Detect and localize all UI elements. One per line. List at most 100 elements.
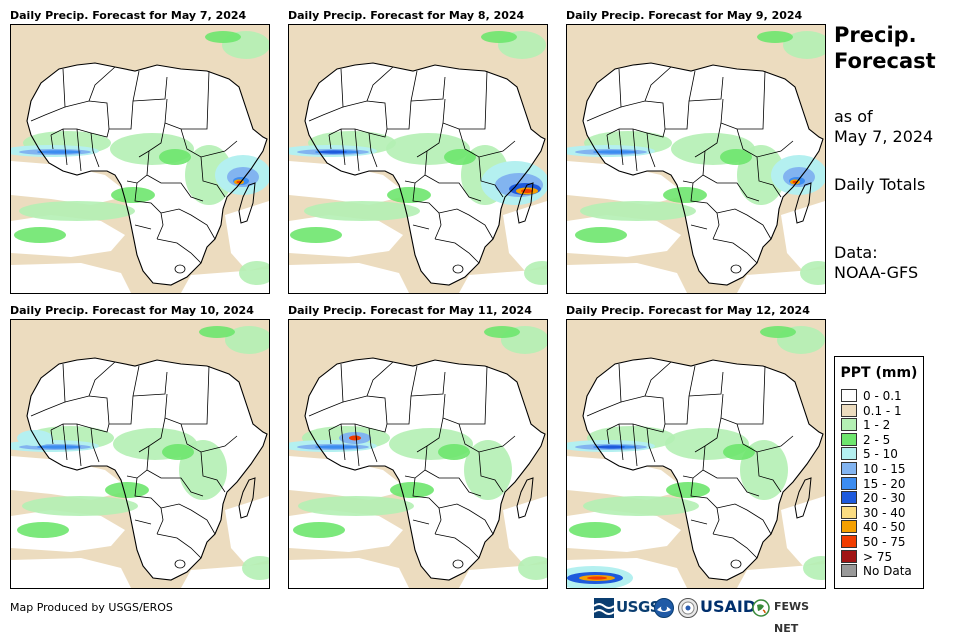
light-rain-area: [19, 201, 135, 221]
country-border: [434, 533, 480, 559]
country-border: [478, 451, 504, 493]
light-rain-area: [298, 496, 414, 516]
precip-map[interactable]: [566, 319, 826, 589]
legend-swatch: [841, 462, 857, 475]
country-border: [646, 132, 656, 168]
map-layers: [567, 320, 825, 588]
country-border: [412, 224, 430, 230]
as-of-date: May 7, 2024: [834, 127, 934, 146]
map-layers: [289, 320, 547, 588]
precip-map[interactable]: [288, 319, 548, 589]
country-border: [134, 519, 152, 525]
dry-area: [289, 558, 409, 588]
light-rain-area: [17, 522, 69, 538]
country-border: [644, 361, 672, 397]
doi-seal: [678, 596, 700, 620]
map-layers: [11, 320, 269, 588]
dry-area: [11, 456, 131, 500]
country-border: [410, 76, 446, 102]
light-rain-area: [666, 482, 710, 498]
country-border: [412, 519, 430, 525]
country-border: [146, 174, 204, 202]
dry-area: [289, 263, 409, 293]
noaa-logo: [654, 596, 676, 620]
country-border: [62, 423, 68, 461]
country-border: [64, 100, 110, 130]
precip-map[interactable]: [288, 24, 548, 294]
country-border: [90, 132, 100, 168]
country-border: [354, 128, 360, 172]
country-border: [632, 128, 638, 172]
legend-item: 2 - 5: [841, 432, 890, 447]
light-rain-area: [575, 227, 627, 243]
dry-area: [781, 201, 825, 271]
light-rain-area: [22, 496, 138, 516]
country-border: [688, 371, 724, 397]
dry-area: [11, 161, 131, 205]
light-rain-area: [290, 227, 342, 243]
country-border: [366, 361, 394, 397]
country-border: [694, 417, 722, 453]
rain-band: [597, 445, 625, 449]
country-border: [174, 264, 186, 274]
light-rain-area: [199, 326, 235, 338]
country-border: [438, 208, 494, 240]
fews-wordmark: FEWS NET: [774, 600, 810, 635]
country-border: [434, 238, 480, 264]
legend-item: 0.1 - 1: [841, 403, 902, 418]
legend-label: 0 - 0.1: [863, 389, 902, 403]
country-border: [308, 68, 344, 122]
legend-label: 40 - 50: [863, 520, 906, 535]
map-layers: [11, 25, 269, 293]
light-rain-area: [159, 149, 191, 165]
legend-swatch: [841, 476, 857, 490]
country-border: [452, 264, 464, 274]
country-border: [90, 427, 100, 463]
country-border: [134, 182, 164, 240]
light-rain-area: [438, 444, 470, 460]
precip-map[interactable]: [10, 24, 270, 294]
as-of-label: as of: [834, 107, 873, 126]
country-border: [412, 182, 442, 240]
madagascar-outline: [516, 182, 534, 224]
country-border: [88, 66, 116, 102]
country-border: [606, 429, 610, 445]
country-border: [328, 128, 388, 138]
dry-area: [567, 263, 687, 293]
country-border: [138, 122, 166, 158]
country-border: [690, 224, 708, 230]
country-border: [126, 150, 150, 184]
country-border: [756, 156, 782, 198]
precip-map[interactable]: [566, 24, 826, 294]
country-border: [126, 445, 150, 479]
legend-label: 5 - 10: [863, 447, 898, 462]
rain-band: [593, 150, 637, 154]
country-border: [410, 371, 446, 397]
legend-item: 20 - 30: [841, 491, 906, 505]
light-rain-area: [111, 187, 155, 203]
country-border: [478, 156, 504, 198]
rain-band: [319, 150, 347, 154]
madagascar-outline: [238, 182, 256, 224]
legend-label: 15 - 20: [863, 476, 906, 491]
country-border: [328, 429, 332, 445]
legend-label: 1 - 2: [863, 418, 891, 433]
light-rain-area: [14, 227, 66, 243]
country-border: [76, 128, 82, 172]
country-border: [424, 174, 482, 202]
country-border: [618, 128, 624, 166]
totals-label: Daily Totals: [834, 175, 926, 194]
panel-title: Daily Precip. Forecast for May 12, 2024: [566, 304, 810, 317]
precip-map[interactable]: [10, 319, 270, 589]
country-border: [620, 100, 666, 130]
light-rain-area: [583, 496, 699, 516]
country-border: [160, 503, 216, 535]
dry-area: [11, 558, 131, 588]
light-rain-area: [569, 522, 621, 538]
usaid-logo: USAID: [700, 596, 756, 620]
country-border: [50, 429, 54, 445]
legend-item: 30 - 40: [841, 505, 906, 520]
country-border: [174, 559, 186, 569]
dry-area: [225, 496, 269, 566]
rain-hotspot: [349, 435, 361, 441]
